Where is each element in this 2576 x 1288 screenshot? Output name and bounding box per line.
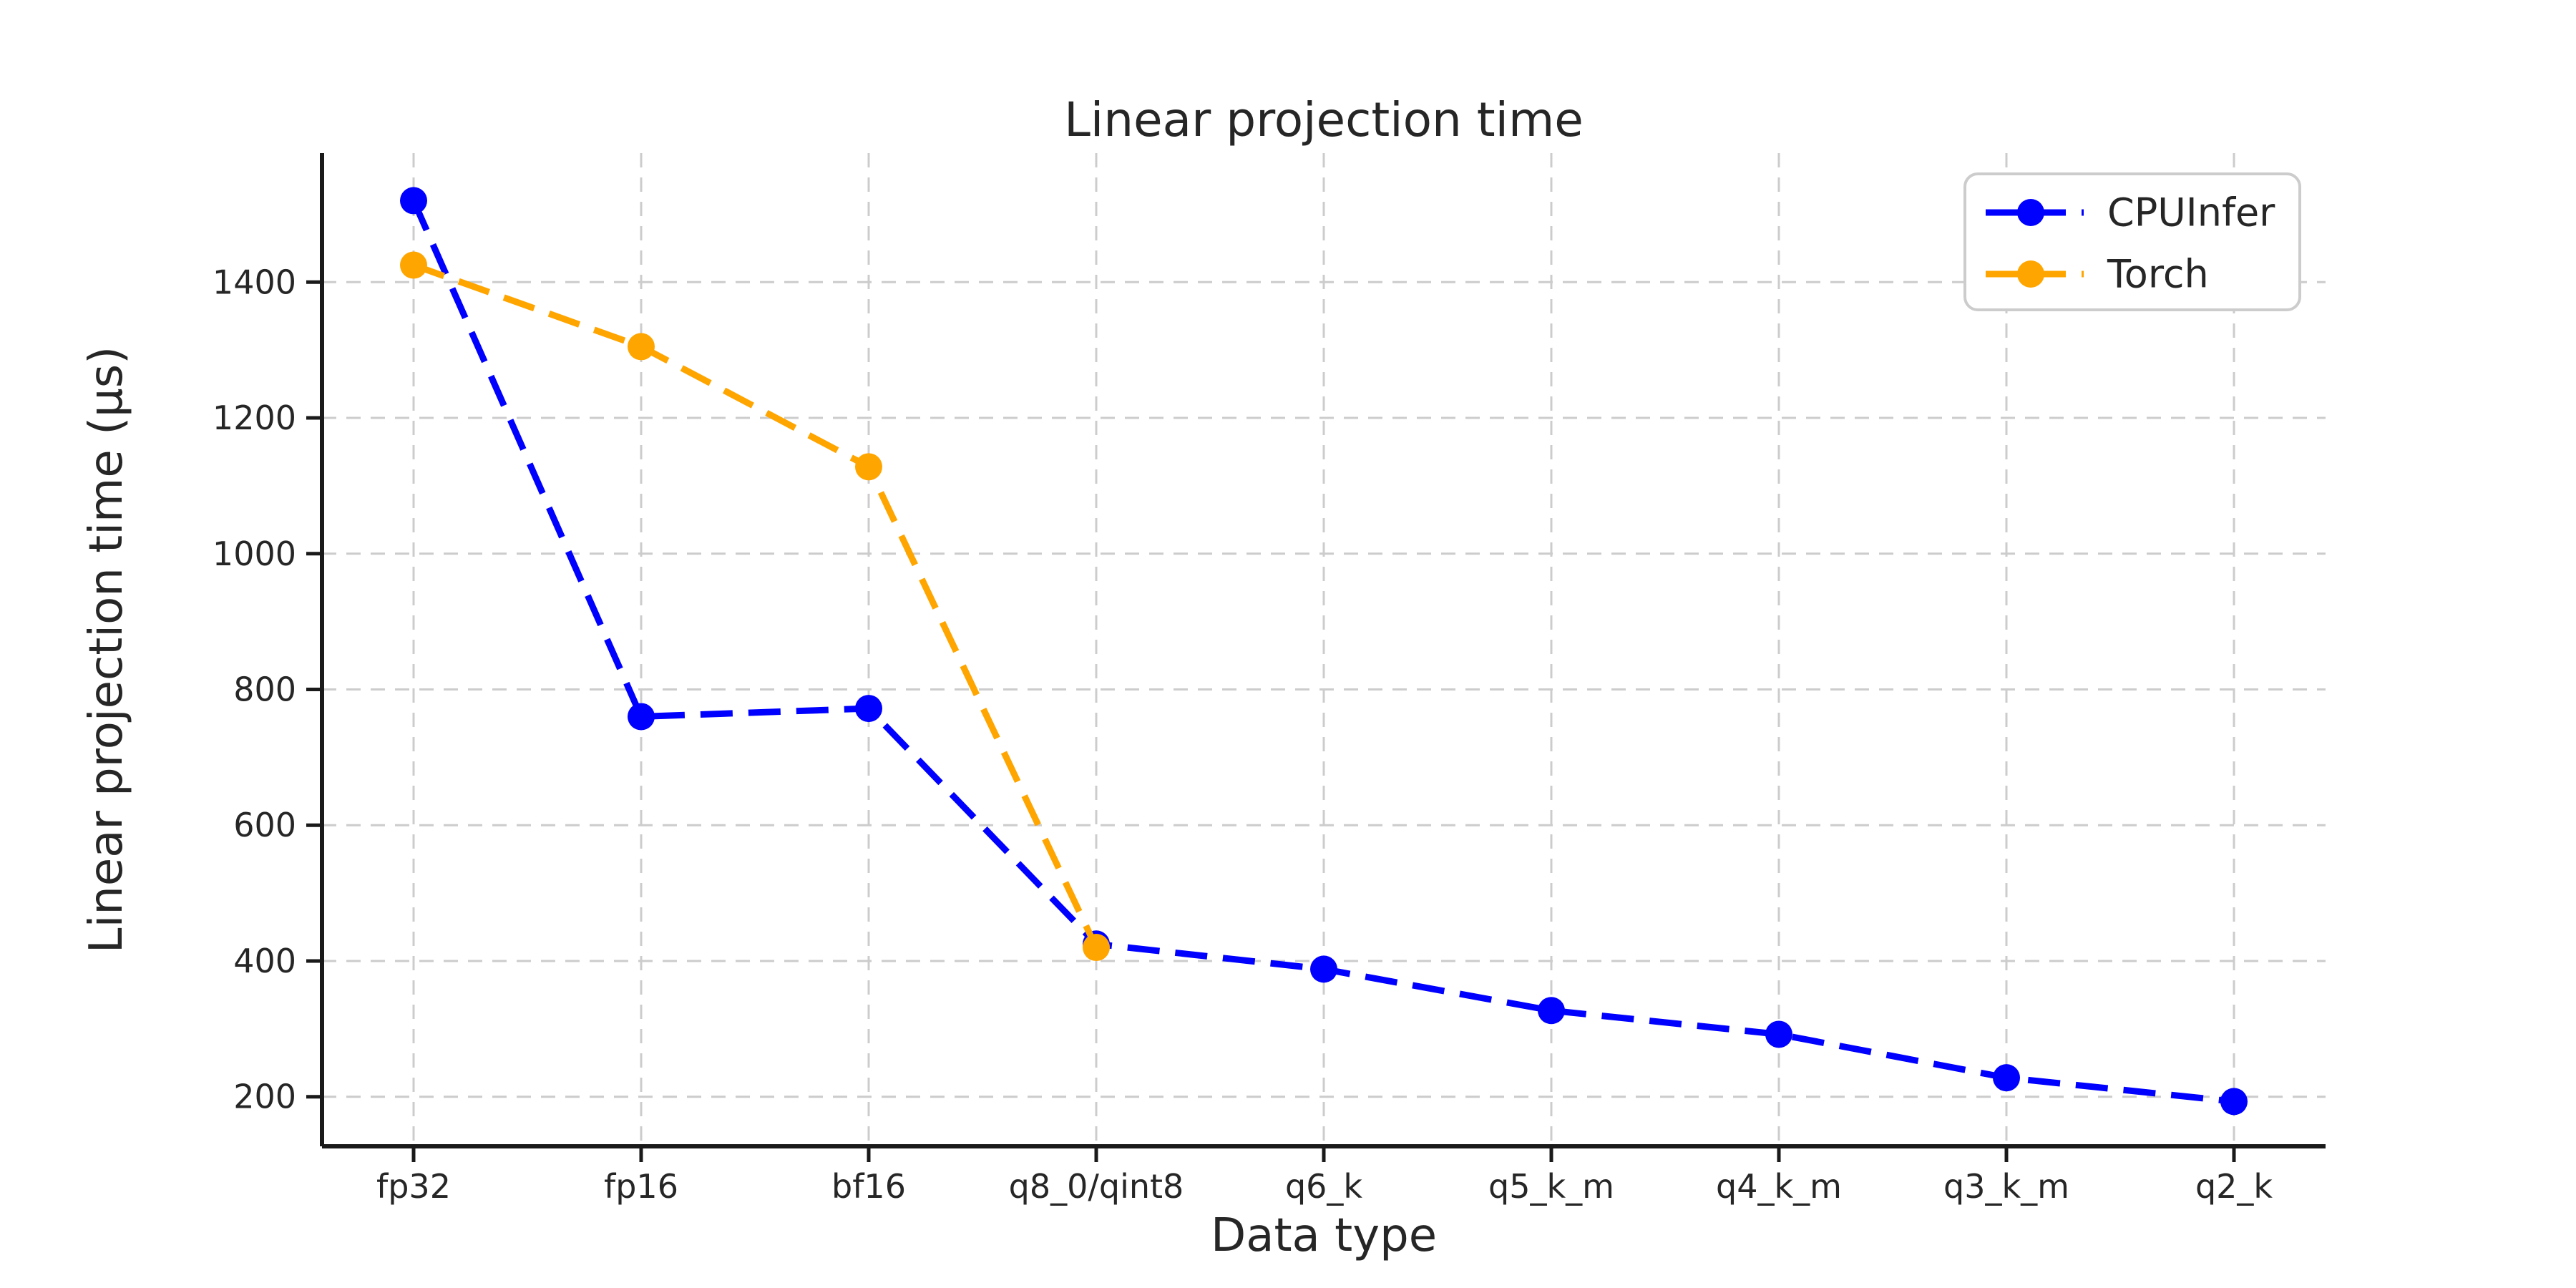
chart-title: Linear projection time [1064, 92, 1584, 147]
x-tick-label: fp32 [376, 1167, 451, 1206]
x-tick-label: q4_k_m [1716, 1167, 1842, 1206]
x-tick-label: q5_k_m [1488, 1167, 1614, 1206]
data-point-torch-bf16 [855, 453, 882, 481]
legend: CPUInfer Torch [1963, 172, 2301, 311]
data-point-cpuinfer-fp32 [400, 187, 427, 215]
legend-entry-cpuinfer: CPUInfer [1986, 190, 2275, 235]
data-point-cpuinfer-q5_k_m [1538, 997, 1565, 1025]
y-tick-label: 1000 [213, 535, 296, 573]
x-tick-label: bf16 [831, 1167, 906, 1206]
y-tick-label: 600 [233, 806, 296, 844]
data-point-cpuinfer-q3_k_m [1993, 1064, 2020, 1092]
y-tick-label: 800 [233, 670, 296, 709]
x-tick-label: q6_k [1285, 1167, 1362, 1206]
y-tick-label: 200 [233, 1078, 296, 1116]
legend-label-cpuinfer: CPUInfer [2107, 190, 2275, 235]
y-axis-ticks: 200 400 600 800 1000 1200 1400 [213, 263, 322, 1116]
x-axis-ticks: fp32 fp16 bf16 q8_0/qint8 q6_k q5_k_m q4_k_m q3… [376, 1146, 2273, 1206]
x-tick-label: fp16 [604, 1167, 678, 1206]
data-point-cpuinfer-q6_k [1310, 955, 1337, 983]
data-point-torch-fp32 [400, 251, 427, 279]
legend-marker-torch [2017, 260, 2044, 288]
x-tick-label: q3_k_m [1943, 1167, 2069, 1206]
y-axis-label: Linear projection time (μs) [80, 346, 133, 953]
data-point-cpuinfer-bf16 [855, 695, 882, 723]
series-line-torch [412, 262, 1100, 949]
data-point-cpuinfer-fp16 [628, 703, 655, 731]
x-axis-label: Data type [1211, 1209, 1437, 1262]
series-layer [400, 187, 2248, 1116]
x-tick-label: q8_0/qint8 [1009, 1167, 1184, 1206]
data-point-cpuinfer-q2_k [2220, 1088, 2248, 1116]
data-point-cpuinfer-q4_k_m [1765, 1020, 1792, 1048]
y-tick-label: 1400 [213, 263, 296, 301]
legend-label-torch: Torch [2107, 252, 2209, 297]
x-tick-label: q2_k [2195, 1167, 2273, 1206]
data-point-torch-q8_0/qint8 [1083, 934, 1110, 962]
legend-entry-torch: Torch [1986, 252, 2209, 297]
data-point-torch-fp16 [628, 333, 655, 361]
y-tick-label: 400 [233, 942, 296, 980]
y-tick-label: 1200 [213, 399, 296, 437]
legend-marker-cpuinfer [2017, 199, 2044, 226]
